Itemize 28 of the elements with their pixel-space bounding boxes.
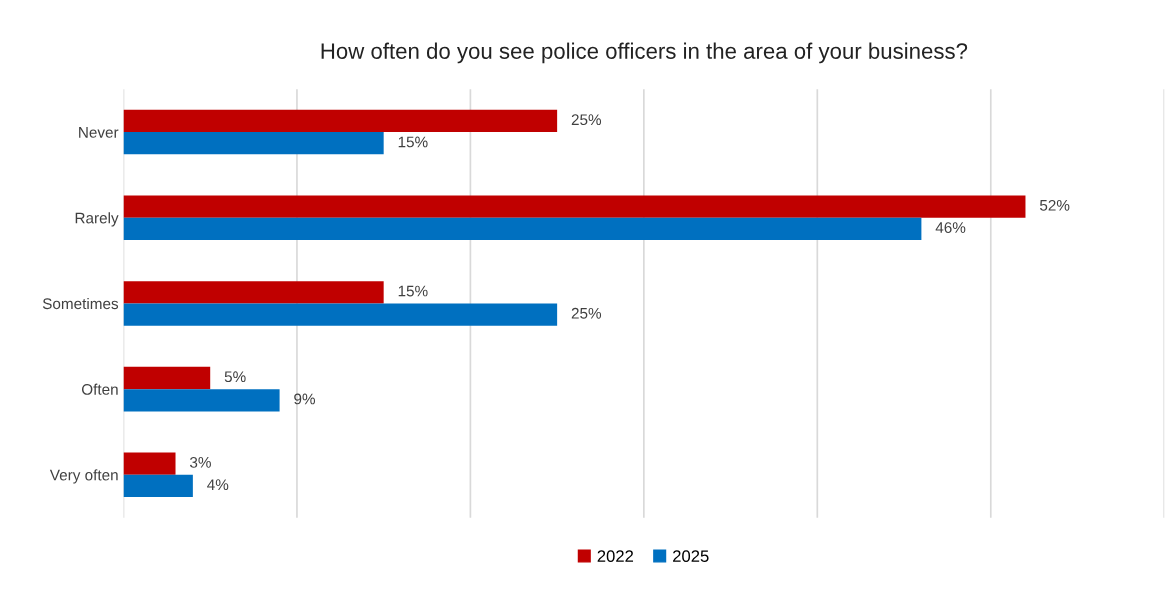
data-label: 3% — [189, 456, 211, 468]
y-tick-label: Often — [81, 383, 118, 395]
y-tick-label: Very often — [49, 469, 118, 484]
data-label: 9% — [294, 393, 316, 405]
legend-label: 2025 — [673, 550, 709, 563]
legend-label: 2022 — [597, 550, 634, 563]
bar — [123, 281, 384, 304]
data-label: 15% — [398, 285, 428, 297]
data-label: 25% — [571, 114, 602, 126]
bar — [123, 195, 1026, 218]
data-label: 5% — [224, 371, 246, 383]
bar — [123, 303, 558, 326]
bar — [123, 217, 922, 241]
data-label: 46% — [935, 222, 966, 234]
y-tick-label: Rarely — [75, 212, 119, 227]
data-label: 25% — [571, 307, 602, 319]
data-label: 15% — [398, 136, 428, 148]
bar — [123, 132, 384, 155]
data-label: 52% — [1039, 199, 1070, 211]
bar — [123, 389, 280, 412]
y-tick-label: Never — [79, 127, 119, 138]
bar — [123, 452, 176, 475]
y-tick-label: Sometimes — [42, 297, 119, 310]
bar — [123, 109, 558, 133]
bar — [123, 366, 211, 390]
chart-title: How often do you see police officers in the area of your business? — [321, 42, 968, 64]
data-label: 4% — [207, 479, 229, 490]
bar — [123, 474, 193, 498]
